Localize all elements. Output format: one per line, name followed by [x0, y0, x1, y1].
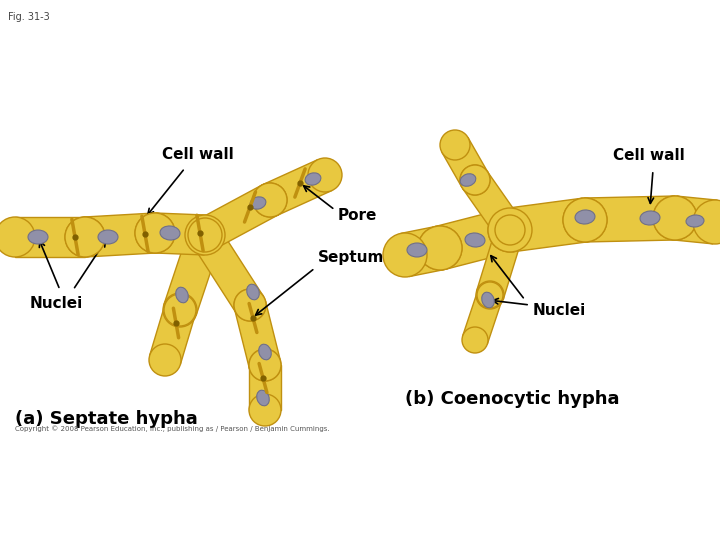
Circle shape: [249, 394, 281, 426]
Circle shape: [188, 218, 222, 252]
Circle shape: [234, 289, 266, 321]
Circle shape: [163, 293, 197, 327]
Text: Pore: Pore: [338, 208, 377, 223]
Polygon shape: [585, 196, 675, 242]
Circle shape: [488, 208, 532, 252]
Circle shape: [477, 282, 503, 308]
Circle shape: [488, 208, 532, 252]
Polygon shape: [477, 226, 523, 299]
Ellipse shape: [250, 197, 266, 209]
Text: Cell wall: Cell wall: [162, 147, 234, 162]
Circle shape: [418, 226, 462, 270]
Polygon shape: [192, 226, 264, 314]
Polygon shape: [235, 301, 281, 369]
Ellipse shape: [460, 174, 476, 186]
Polygon shape: [672, 196, 717, 244]
Ellipse shape: [305, 173, 321, 185]
Ellipse shape: [575, 210, 595, 224]
Polygon shape: [84, 213, 156, 257]
Circle shape: [253, 183, 287, 217]
Ellipse shape: [465, 233, 485, 247]
Polygon shape: [507, 198, 588, 252]
Text: Cell wall: Cell wall: [613, 148, 685, 163]
Ellipse shape: [407, 243, 427, 257]
Polygon shape: [442, 138, 488, 187]
Circle shape: [563, 198, 607, 242]
Polygon shape: [249, 365, 281, 410]
Circle shape: [249, 349, 281, 381]
Circle shape: [495, 215, 525, 245]
Circle shape: [164, 294, 196, 326]
Circle shape: [65, 217, 105, 257]
Ellipse shape: [257, 390, 269, 406]
Ellipse shape: [686, 215, 704, 227]
Circle shape: [135, 213, 175, 253]
Text: Nuclei: Nuclei: [533, 303, 586, 318]
Circle shape: [189, 219, 221, 251]
Circle shape: [462, 327, 488, 353]
Ellipse shape: [176, 287, 188, 303]
Polygon shape: [263, 159, 332, 215]
Polygon shape: [435, 208, 516, 269]
Polygon shape: [15, 217, 85, 257]
Polygon shape: [164, 230, 221, 315]
Circle shape: [135, 213, 175, 253]
Circle shape: [234, 289, 266, 321]
Circle shape: [149, 344, 181, 376]
Circle shape: [563, 198, 607, 242]
Circle shape: [253, 183, 287, 217]
Circle shape: [440, 130, 470, 160]
Text: Copyright © 2008 Pearson Education, Inc., publishing as / Pearson / Benjamin Cum: Copyright © 2008 Pearson Education, Inc.…: [15, 425, 330, 431]
Ellipse shape: [258, 344, 271, 360]
Text: Septum: Septum: [318, 250, 384, 265]
Polygon shape: [401, 226, 444, 276]
Circle shape: [383, 233, 427, 277]
Circle shape: [308, 158, 342, 192]
Circle shape: [65, 217, 105, 257]
Ellipse shape: [98, 230, 118, 244]
Ellipse shape: [160, 226, 180, 240]
Circle shape: [476, 281, 504, 309]
Circle shape: [418, 226, 462, 270]
Circle shape: [188, 218, 222, 252]
Circle shape: [693, 200, 720, 244]
Text: (b) Coenocytic hypha: (b) Coenocytic hypha: [405, 390, 619, 408]
Ellipse shape: [247, 284, 259, 300]
Polygon shape: [197, 185, 278, 250]
Polygon shape: [463, 291, 503, 344]
Polygon shape: [463, 171, 522, 239]
Circle shape: [460, 165, 490, 195]
Circle shape: [249, 349, 281, 381]
Ellipse shape: [482, 292, 494, 308]
Circle shape: [653, 196, 697, 240]
Ellipse shape: [28, 230, 48, 244]
Polygon shape: [150, 306, 195, 365]
Ellipse shape: [640, 211, 660, 225]
Circle shape: [496, 216, 524, 244]
Text: Fig. 31-3: Fig. 31-3: [8, 12, 50, 22]
Circle shape: [0, 217, 35, 257]
Text: Nuclei: Nuclei: [30, 296, 84, 311]
Text: (a) Septate hypha: (a) Septate hypha: [15, 410, 198, 428]
Circle shape: [653, 196, 697, 240]
Circle shape: [460, 165, 490, 195]
Polygon shape: [154, 213, 206, 255]
Circle shape: [185, 215, 225, 255]
